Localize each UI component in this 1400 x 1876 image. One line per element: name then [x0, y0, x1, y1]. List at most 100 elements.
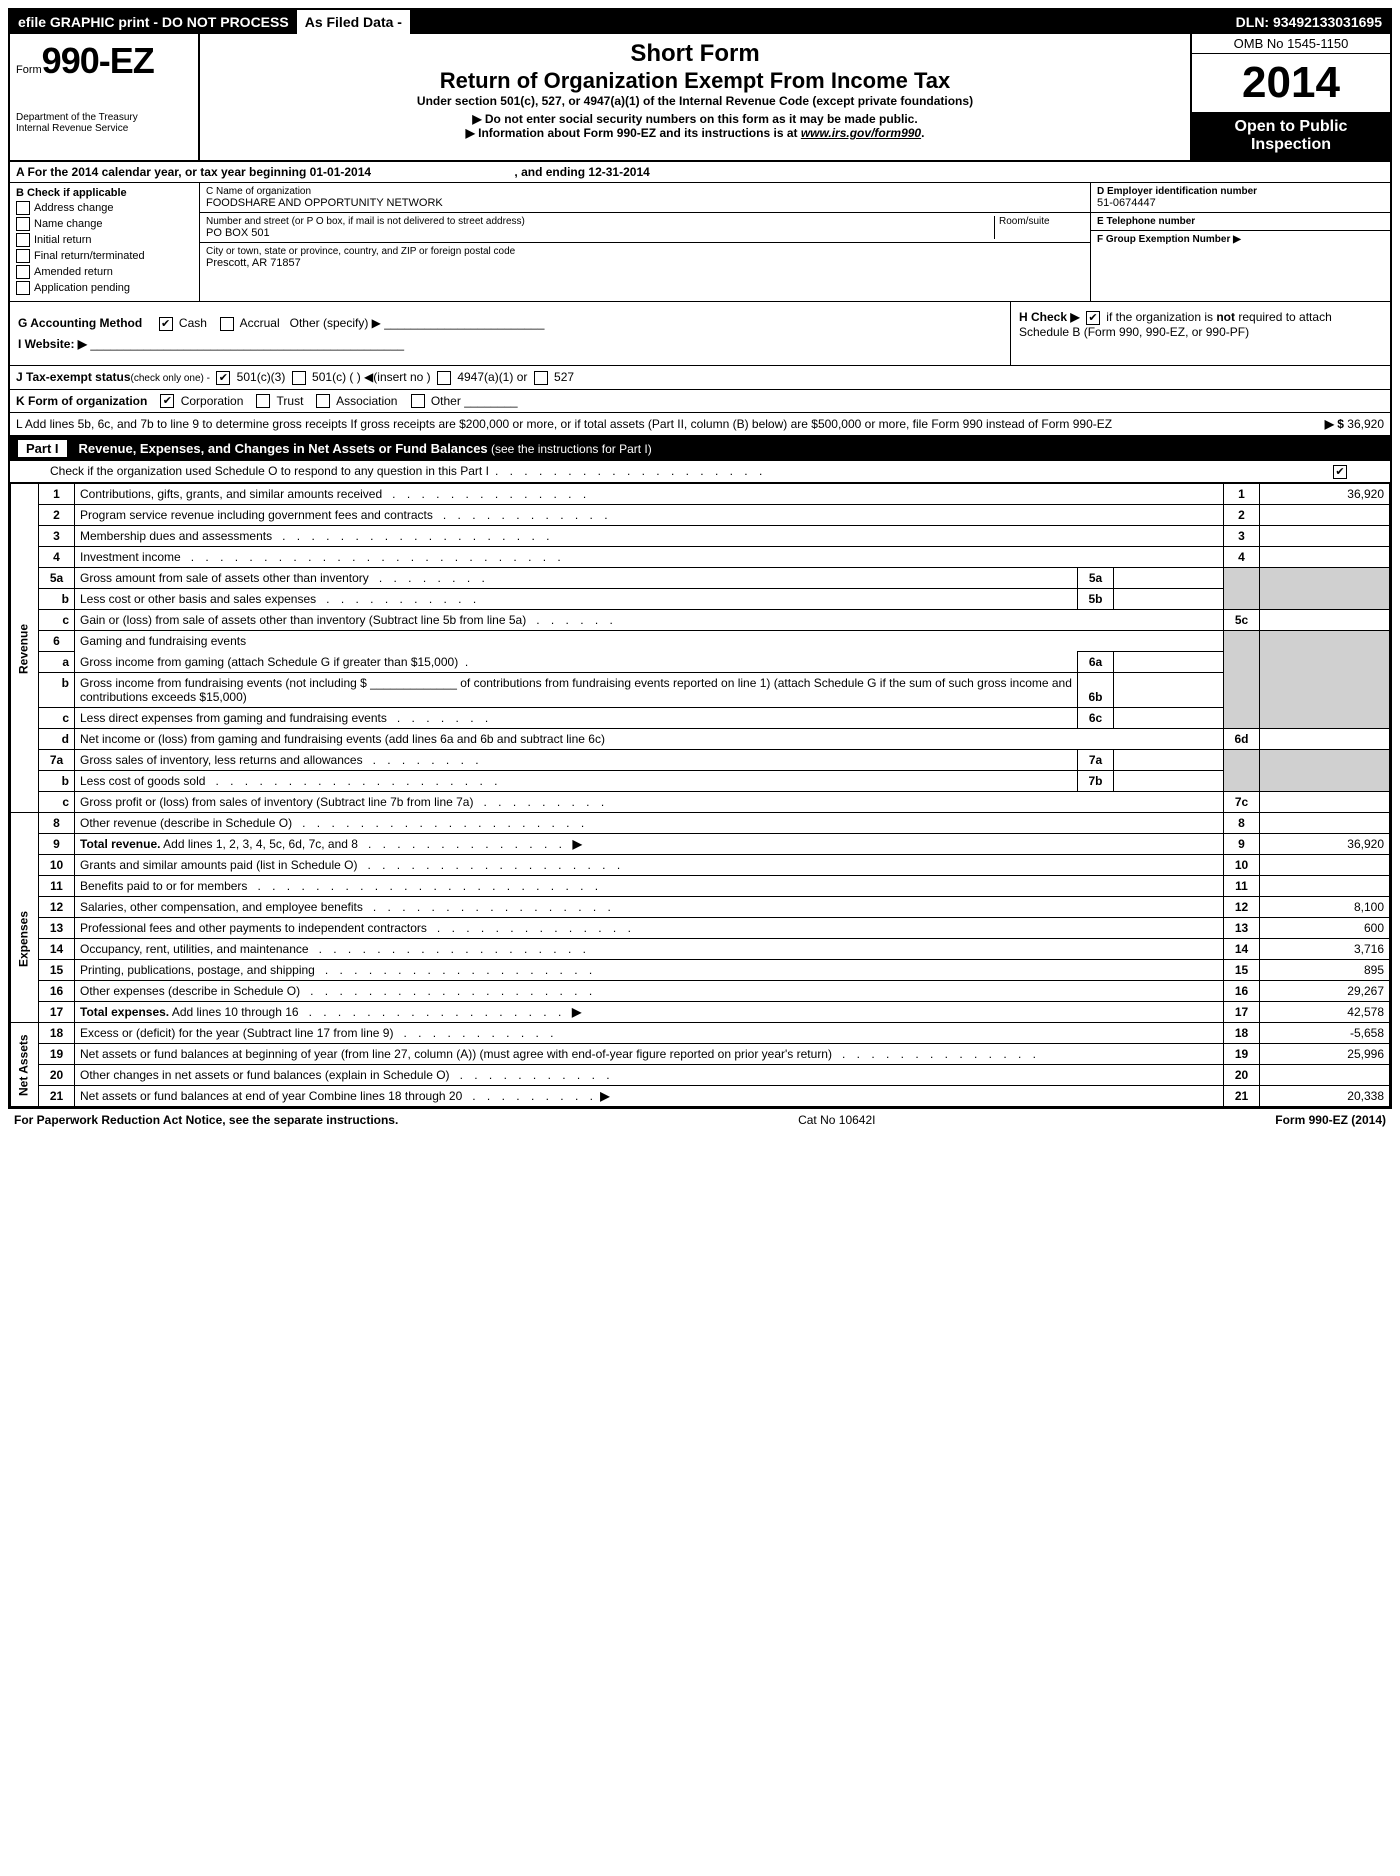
ln7c-val [1260, 792, 1390, 813]
col-b: B Check if applicable Address change Nam… [10, 183, 200, 301]
ln5c-val [1260, 610, 1390, 631]
ln9-desc: Total revenue. Add lines 1, 2, 3, 4, 5c,… [75, 834, 1224, 855]
org-city: Prescott, AR 71857 [206, 257, 1084, 269]
chk-501c[interactable] [292, 371, 306, 385]
ln21-desc: Net assets or fund balances at end of ye… [75, 1086, 1224, 1107]
ln6c-desc-text: Less direct expenses from gaming and fun… [80, 711, 387, 725]
ln5c-desc-text: Gain or (loss) from sale of assets other… [80, 613, 526, 627]
j-small: (check only one) - [131, 373, 210, 384]
footer-right: Form 990-EZ (2014) [1275, 1113, 1386, 1127]
ln2-desc-text: Program service revenue including govern… [80, 508, 433, 522]
side-revenue-end [11, 834, 39, 855]
ln17-rn: 17 [1224, 1002, 1260, 1023]
ln2-val [1260, 505, 1390, 526]
ln16-desc: Other expenses (describe in Schedule O) … [75, 981, 1224, 1002]
ln15-desc-text: Printing, publications, postage, and shi… [80, 963, 315, 977]
ln6d-val [1260, 729, 1390, 750]
ln18-desc-text: Excess or (deficit) for the year (Subtra… [80, 1026, 393, 1040]
e-label: E Telephone number [1097, 216, 1384, 227]
col-c: C Name of organization FOODSHARE AND OPP… [200, 183, 1090, 301]
ln5a-inner-val [1114, 568, 1224, 589]
ln19-dots: . . . . . . . . . . . . . . [842, 1047, 1040, 1061]
org-name: FOODSHARE AND OPPORTUNITY NETWORK [206, 197, 1084, 209]
chk-4947[interactable] [437, 371, 451, 385]
ln15-desc: Printing, publications, postage, and shi… [75, 960, 1224, 981]
chk-name-change[interactable] [16, 217, 30, 231]
dln-value: 93492133031695 [1273, 14, 1382, 30]
ln14-desc: Occupancy, rent, utilities, and maintena… [75, 939, 1224, 960]
ln6c-dots: . . . . . . . [397, 711, 492, 725]
under-section: Under section 501(c), 527, or 4947(a)(1)… [210, 94, 1180, 108]
ln1-desc-text: Contributions, gifts, grants, and simila… [80, 487, 382, 501]
d-cell: D Employer identification number 51-0674… [1091, 183, 1390, 213]
ln6a-dots: . [465, 655, 472, 669]
ln7ab-shade-val [1260, 750, 1390, 792]
ln20-val [1260, 1065, 1390, 1086]
ln9-desc-text: Total revenue. [80, 837, 160, 851]
ln3-rn: 3 [1224, 526, 1260, 547]
form-prefix: Form [16, 64, 42, 76]
form-number: 990-EZ [42, 40, 154, 81]
chk-application-pending[interactable] [16, 281, 30, 295]
ln9-val: 36,920 [1260, 834, 1390, 855]
ln12-dots: . . . . . . . . . . . . . . . . . [373, 900, 615, 914]
part1-table: Revenue 1 Contributions, gifts, grants, … [10, 483, 1390, 1107]
chk-other-org[interactable] [411, 394, 425, 408]
irs-link[interactable]: www.irs.gov/form990 [801, 126, 921, 140]
part1-title: Revenue, Expenses, and Changes in Net As… [79, 441, 488, 456]
ln2-num: 2 [39, 505, 75, 526]
return-title: Return of Organization Exempt From Incom… [210, 68, 1180, 94]
ln5c-desc: Gain or (loss) from sale of assets other… [75, 610, 1224, 631]
chk-accrual[interactable] [220, 317, 234, 331]
chk-schedule-o-part1[interactable] [1333, 465, 1347, 479]
lbl-527: 527 [554, 370, 574, 384]
ln7c-dots: . . . . . . . . . [484, 795, 609, 809]
ln7b-inner-val [1114, 771, 1224, 792]
chk-527[interactable] [534, 371, 548, 385]
omb-number: OMB No 1545-1150 [1192, 34, 1390, 54]
ln7c-desc: Gross profit or (loss) from sales of inv… [75, 792, 1224, 813]
chk-501c3[interactable] [216, 371, 230, 385]
header-right: OMB No 1545-1150 2014 Open to Public Ins… [1190, 34, 1390, 160]
col-h: H Check ▶ if the organization is not req… [1010, 302, 1390, 365]
ln1-dots: . . . . . . . . . . . . . . [392, 487, 590, 501]
top-bar: efile GRAPHIC print - DO NOT PROCESS As … [10, 10, 1390, 34]
chk-corporation[interactable] [160, 394, 174, 408]
public-inspection: Open to Public Inspection [1192, 112, 1390, 160]
ln7a-inner-val [1114, 750, 1224, 771]
ln11-num: 11 [39, 876, 75, 897]
ln8-desc: Other revenue (describe in Schedule O) .… [75, 813, 1224, 834]
ln5b-num: b [39, 589, 75, 610]
ln18-rn: 18 [1224, 1023, 1260, 1044]
chk-h-not-required[interactable] [1086, 311, 1100, 325]
chk-address-change[interactable] [16, 201, 30, 215]
info-note: ▶ Information about Form 990-EZ and its … [210, 126, 1180, 140]
ln16-val: 29,267 [1260, 981, 1390, 1002]
chk-final-return[interactable] [16, 249, 30, 263]
chk-initial-return[interactable] [16, 233, 30, 247]
ln7b-dots: . . . . . . . . . . . . . . . . . . . . [215, 774, 501, 788]
chk-association[interactable] [316, 394, 330, 408]
ln8-rn: 8 [1224, 813, 1260, 834]
ln11-desc-text: Benefits paid to or for members [80, 879, 247, 893]
ln10-desc-text: Grants and similar amounts paid (list in… [80, 858, 357, 872]
col-ghi-left: G Accounting Method Cash Accrual Other (… [10, 302, 1010, 365]
ln17-val: 42,578 [1260, 1002, 1390, 1023]
c-city-label: City or town, state or province, country… [206, 246, 1084, 257]
chk-trust[interactable] [256, 394, 270, 408]
ln6a-num: a [39, 652, 75, 673]
chk-amended-return[interactable] [16, 265, 30, 279]
ln6-num: 6 [39, 631, 75, 652]
ln20-desc-text: Other changes in net assets or fund bala… [80, 1068, 450, 1082]
ln14-num: 14 [39, 939, 75, 960]
side-expenses: Expenses [11, 855, 39, 1023]
c-name-cell: C Name of organization FOODSHARE AND OPP… [200, 183, 1090, 213]
efile-label: efile GRAPHIC print - DO NOT PROCESS [10, 10, 297, 34]
as-filed-label: As Filed Data - [297, 10, 412, 34]
f-cell: F Group Exemption Number ▶ [1091, 231, 1390, 248]
ln6abc-shade-num [1224, 631, 1260, 729]
ln7c-desc-text: Gross profit or (loss) from sales of inv… [80, 795, 473, 809]
ln11-rn: 11 [1224, 876, 1260, 897]
chk-cash[interactable] [159, 317, 173, 331]
ln3-desc-text: Membership dues and assessments [80, 529, 272, 543]
